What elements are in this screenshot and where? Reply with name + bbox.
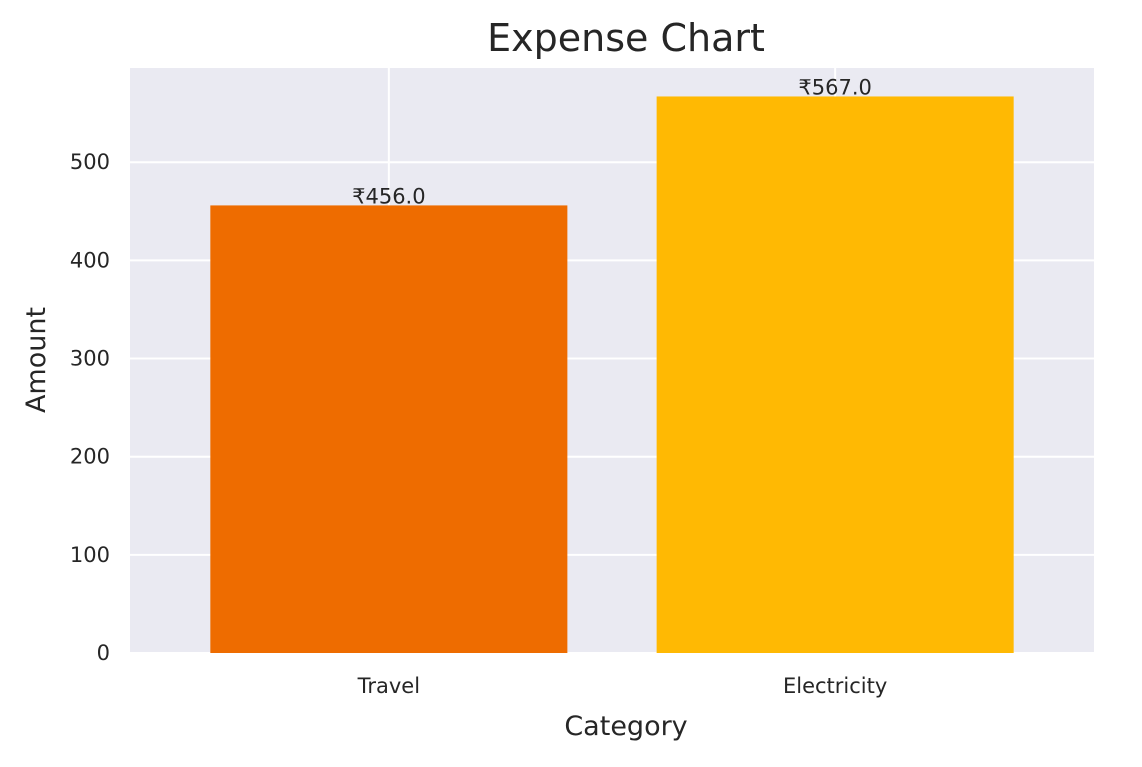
x-tick-label: Travel	[357, 674, 420, 698]
x-tick-label: Electricity	[783, 674, 887, 698]
bar-electricity	[656, 96, 1014, 653]
y-tick-label: 300	[70, 347, 110, 371]
bar-travel	[210, 205, 568, 653]
y-tick-label: 500	[70, 150, 110, 174]
y-tick-label: 100	[70, 543, 110, 567]
x-axis-label: Category	[564, 711, 687, 742]
x-axis-ticks: Travel Electricity	[357, 674, 888, 698]
bar-value-label: ₹567.0	[798, 75, 871, 99]
y-tick-label: 400	[70, 248, 110, 272]
y-axis-ticks: 0 100 200 300 400 500	[70, 150, 110, 665]
bars	[210, 96, 1014, 653]
data-labels: ₹456.0 ₹567.0	[352, 75, 872, 208]
chart-title: Expense Chart	[487, 16, 765, 60]
bar-value-label: ₹456.0	[352, 184, 425, 208]
y-axis-label: Amount	[21, 307, 52, 413]
y-tick-label: 200	[70, 445, 110, 469]
y-tick-label: 0	[97, 641, 110, 665]
